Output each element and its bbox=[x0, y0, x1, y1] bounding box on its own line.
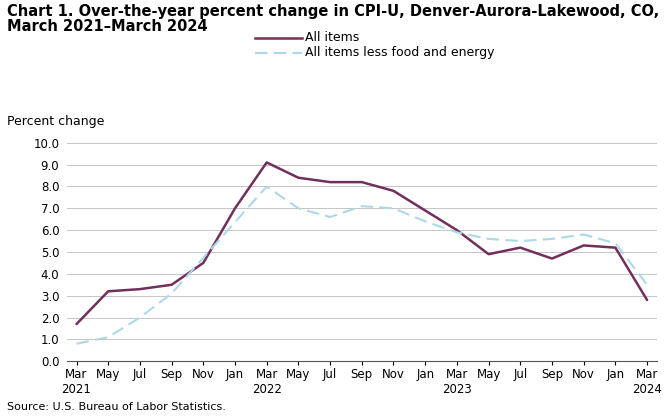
Text: All items less food and energy: All items less food and energy bbox=[305, 46, 494, 59]
Text: All items: All items bbox=[305, 32, 359, 44]
Text: Chart 1. Over-the-year percent change in CPI-U, Denver-Aurora-Lakewood, CO,: Chart 1. Over-the-year percent change in… bbox=[7, 4, 659, 19]
Text: Percent change: Percent change bbox=[7, 115, 104, 128]
Text: Source: U.S. Bureau of Labor Statistics.: Source: U.S. Bureau of Labor Statistics. bbox=[7, 402, 226, 412]
Text: March 2021–March 2024: March 2021–March 2024 bbox=[7, 19, 207, 34]
